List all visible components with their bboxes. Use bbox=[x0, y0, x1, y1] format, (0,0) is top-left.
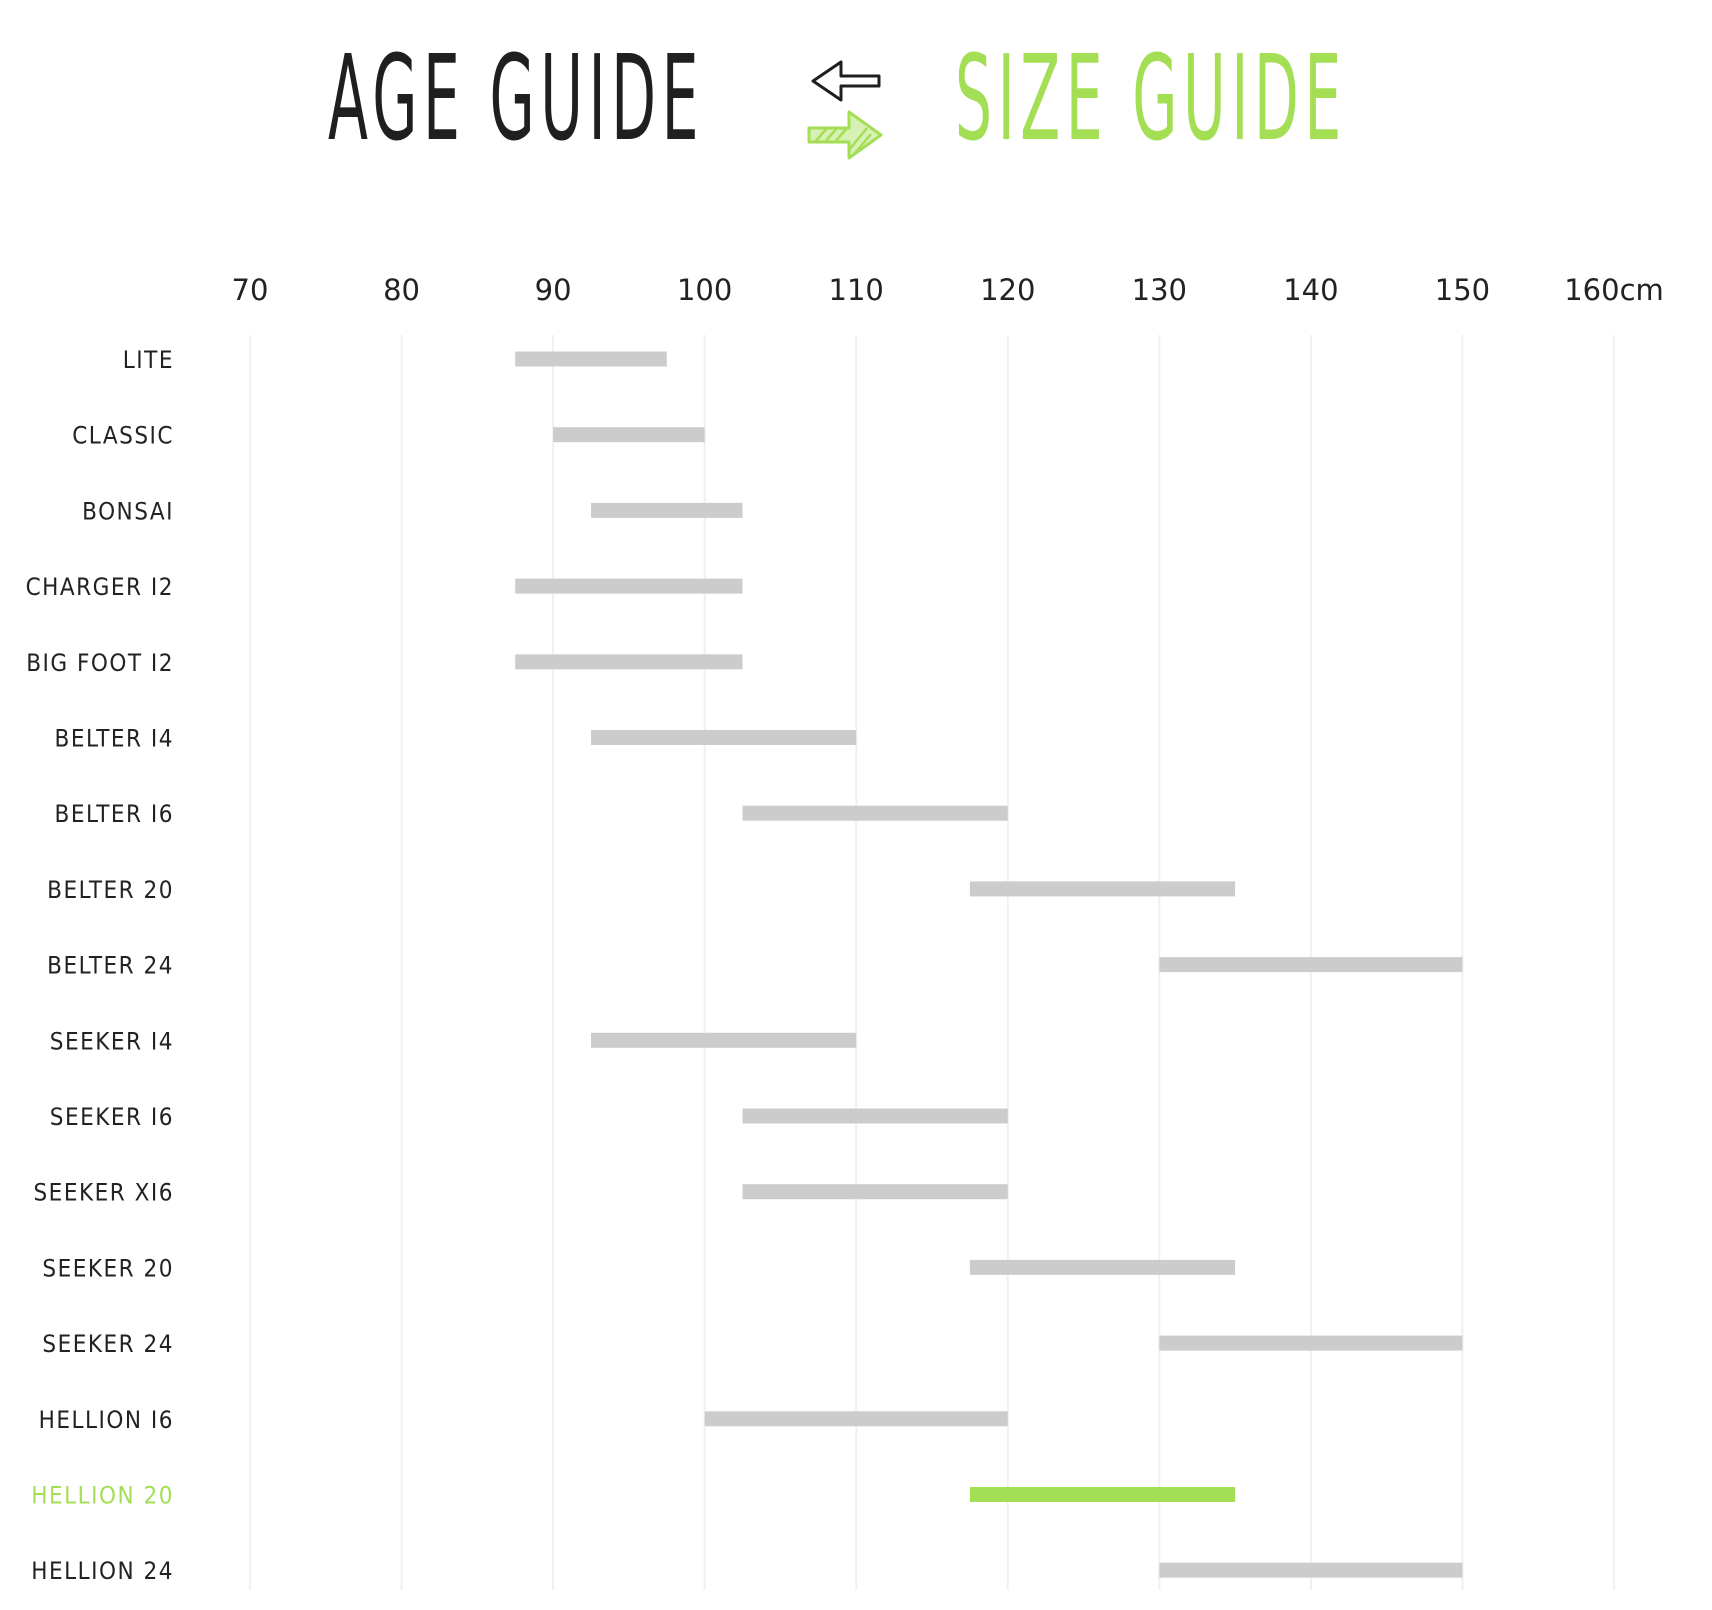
x-tick-label: 160cm bbox=[1564, 273, 1664, 307]
x-tick-label: 100 bbox=[677, 273, 732, 307]
hatched-green-right-arrow-icon bbox=[807, 110, 883, 160]
size-range-bar bbox=[515, 578, 743, 594]
guide-header: AGE GUIDE SIZE GUIDE bbox=[0, 28, 1712, 168]
row-label: CLASSIC bbox=[72, 422, 174, 450]
x-tick-label: 70 bbox=[232, 273, 269, 307]
size-range-bar bbox=[1159, 1562, 1463, 1578]
size-range-bar bbox=[515, 351, 667, 367]
row-label: HELLION 24 bbox=[31, 1557, 174, 1585]
x-tick-label: 120 bbox=[980, 273, 1035, 307]
outline-left-arrow-icon bbox=[811, 60, 881, 102]
x-tick-label: 90 bbox=[535, 273, 572, 307]
row-label: BELTER 24 bbox=[47, 952, 174, 980]
size-range-bar bbox=[553, 427, 705, 443]
size-range-bar bbox=[704, 1411, 1008, 1427]
row-label: SEEKER 24 bbox=[42, 1330, 174, 1358]
row-label: SEEKER I6 bbox=[50, 1103, 174, 1131]
row-label: BELTER I4 bbox=[55, 725, 174, 753]
size-range-bar bbox=[591, 502, 743, 518]
size-range-bar bbox=[591, 730, 857, 745]
size-chart: 70 80 90 100 110 120 130 140 150 160cm LITE CLASSIC… bbox=[26, 273, 1664, 1590]
row-label: BIG FOOT I2 bbox=[26, 649, 174, 677]
size-range-bar bbox=[515, 654, 743, 670]
row-label: SEEKER I4 bbox=[50, 1027, 174, 1055]
x-tick-label: 110 bbox=[829, 273, 884, 307]
row-label: SEEKER 20 bbox=[42, 1254, 174, 1282]
row-label: BONSAI bbox=[82, 497, 174, 525]
x-tick-label: 150 bbox=[1435, 273, 1490, 307]
tab-size-guide[interactable]: SIZE GUIDE bbox=[955, 29, 1347, 167]
row-label: BELTER I6 bbox=[55, 800, 174, 828]
row-label: BELTER 20 bbox=[47, 876, 174, 904]
x-tick-label: 80 bbox=[383, 273, 420, 307]
guide-switch-toggle[interactable] bbox=[805, 58, 885, 168]
size-range-bar bbox=[969, 1259, 1236, 1275]
row-label: CHARGER I2 bbox=[26, 573, 174, 601]
x-tick-label: 130 bbox=[1132, 273, 1187, 307]
size-range-bar bbox=[742, 805, 1008, 821]
size-range-bar bbox=[969, 1487, 1236, 1502]
row-label: HELLION I6 bbox=[39, 1406, 174, 1434]
size-range-bar bbox=[1159, 1335, 1463, 1351]
x-tick-label: 140 bbox=[1283, 273, 1338, 307]
row-label: HELLION 20 bbox=[31, 1482, 174, 1510]
row-label: SEEKER XI6 bbox=[33, 1179, 174, 1207]
row-label: LITE bbox=[123, 346, 174, 374]
size-range-bar bbox=[1159, 957, 1463, 973]
tab-age-guide[interactable]: AGE GUIDE bbox=[328, 29, 705, 167]
size-range-bar bbox=[591, 1032, 857, 1048]
size-range-bar bbox=[742, 1184, 1008, 1200]
size-range-bar bbox=[969, 881, 1236, 897]
size-range-bar bbox=[742, 1108, 1008, 1124]
